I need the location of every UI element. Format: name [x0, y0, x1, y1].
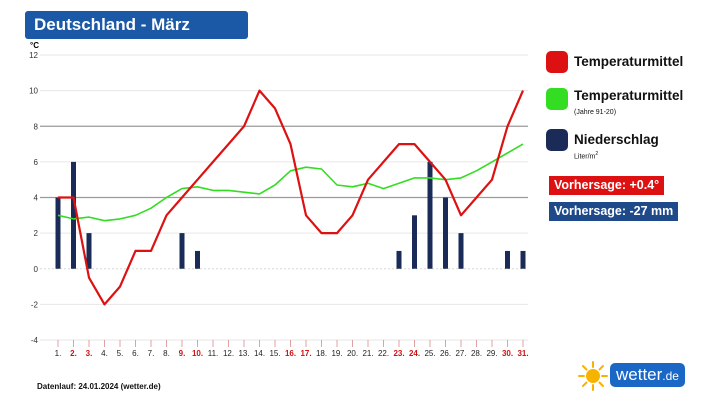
y-tick-label: -2 [31, 300, 39, 309]
x-tick-label: 29. [486, 349, 497, 358]
legend-label: Temperaturmittel [574, 54, 684, 69]
wetter-logo[interactable]: wetter.de [577, 360, 692, 392]
legend-swatch-green [546, 88, 568, 110]
precipitation-bar [412, 215, 417, 269]
x-tick-label: 23. [393, 349, 404, 358]
y-tick-label: -4 [31, 336, 39, 345]
precipitation-bar [195, 250, 200, 269]
sun-icon [578, 361, 608, 391]
x-tick-label: 20. [347, 349, 358, 358]
x-tick-label: 30. [502, 349, 513, 358]
logo-suffix: .de [662, 369, 679, 383]
x-tick-label: 21. [362, 349, 373, 358]
legend-sublabel-unit: Liter/m [574, 153, 596, 161]
chart-title: Deutschland - März [25, 11, 248, 39]
precipitation-bar [427, 161, 433, 269]
x-tick-label: 9. [179, 349, 186, 358]
x-tick-label: 14. [254, 349, 265, 358]
x-tick-label: 11. [208, 349, 219, 358]
x-tick-label: 19. [331, 349, 342, 358]
x-tick-label: 15. [269, 349, 280, 358]
precipitation-bar [458, 233, 464, 269]
y-tick-label: 4 [34, 194, 39, 203]
x-tick-label: 8. [163, 349, 170, 358]
x-tick-label: 24. [409, 349, 420, 358]
x-tick-label: 31. [517, 349, 528, 358]
x-tick-label: 7. [148, 349, 155, 358]
data-run-footer: Datenlauf: 24.01.2024 (wetter.de) [37, 382, 161, 391]
legend-sublabel: Liter/m2 [574, 151, 598, 160]
temperature-line [58, 89, 525, 306]
reference-temperature-line [57, 143, 524, 222]
x-tick-label: 25. [424, 349, 435, 358]
forecast-precipitation-badge: Vorhersage: -27 mm [549, 202, 679, 221]
x-tick-label: 3. [86, 349, 93, 358]
y-tick-label: 6 [34, 158, 39, 167]
y-tick-label: 0 [34, 265, 39, 274]
x-tick-label: 16. [285, 349, 296, 358]
precipitation-bar [505, 250, 510, 269]
legend-label: Temperaturmittel [574, 88, 684, 103]
y-tick-label: 10 [29, 87, 38, 96]
forecast-temperature-badge: Vorhersage: +0.4° [549, 176, 665, 195]
x-tick-label: 28. [471, 349, 482, 358]
x-tick-label: 17. [300, 349, 311, 358]
x-tick-label: 27. [455, 349, 466, 358]
y-axis-unit: °C [30, 41, 39, 50]
legend-sublabel: (Jahre 91-20) [574, 109, 617, 116]
legend-swatch-blue [546, 129, 568, 151]
precipitation-bar [71, 161, 76, 269]
legend-sublabel-sup: 2 [595, 151, 599, 157]
precipitation-bar [55, 197, 61, 269]
legend-swatch-red [546, 51, 568, 73]
precipitation-bar [179, 233, 185, 269]
legend-label: Niederschlag [574, 132, 659, 147]
y-tick-label: 2 [34, 229, 39, 238]
x-tick-label: 13. [238, 349, 249, 358]
x-tick-label: 5. [117, 349, 124, 358]
x-tick-label: 4. [101, 349, 108, 358]
x-tick-label: 26. [440, 349, 451, 358]
precipitation-bar [443, 197, 448, 269]
y-tick-label: 12 [29, 51, 38, 60]
precipitation-bar [520, 250, 526, 269]
logo-name: wetter [616, 365, 663, 384]
x-tick-label: 22. [378, 349, 389, 358]
x-tick-label: 12. [223, 349, 234, 358]
x-tick-label: 1. [55, 349, 62, 358]
y-tick-label: 8 [34, 122, 39, 131]
x-tick-label: 6. [132, 349, 139, 358]
precipitation-bar [396, 250, 402, 269]
precipitation-bar [86, 233, 92, 269]
x-tick-label: 2. [70, 349, 77, 358]
x-tick-label: 18. [316, 349, 327, 358]
x-tick-label: 10. [192, 349, 203, 358]
logo-wordmark: wetter.de [610, 363, 685, 387]
